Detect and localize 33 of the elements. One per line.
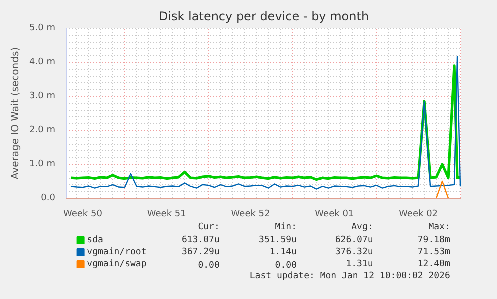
text: 351.59u (259, 236, 297, 246)
text: 626.07u (335, 236, 374, 246)
text: Max: (428, 222, 450, 232)
y-tick-label: 3.0 m (30, 92, 56, 102)
y-tick-label: 5.0 m (30, 24, 56, 34)
text: 0.00 (198, 261, 220, 271)
y-tick-label: 1.0 m (30, 160, 56, 170)
x-tick-label: Week 01 (315, 210, 354, 220)
x-tick-label: Week 52 (231, 210, 270, 220)
text: 71.53m (418, 248, 450, 258)
x-tick-label: Week 02 (399, 210, 438, 220)
text: 0.00 (275, 261, 297, 271)
text: 613.07u (182, 236, 220, 246)
text: Avg: (352, 222, 374, 232)
text: 367.29u (182, 248, 220, 258)
text: 376.32u (335, 248, 374, 258)
text: 12.40m (418, 260, 450, 270)
chart-title: Disk latency per device - by month (158, 10, 370, 24)
legend-label: sda (87, 236, 104, 246)
text: 79.18m (418, 236, 450, 246)
text: 1.31u (346, 260, 374, 270)
y-tick-label: 4.0 m (30, 58, 56, 68)
text: Cur: (198, 222, 220, 232)
legend-label: vgmain/root (87, 248, 147, 258)
y-tick-label: 0.0 (41, 194, 56, 204)
y-tick-label: 2.0 m (30, 126, 56, 136)
x-tick-label: Week 50 (63, 210, 103, 220)
x-tick-label: Week 51 (147, 210, 186, 220)
text: 1.14u (270, 248, 297, 258)
legend-label: vgmain/swap (87, 260, 147, 270)
text: Min: (275, 222, 297, 232)
y-axis-title: Average IO Wait (seconds) (10, 47, 22, 180)
text: Last update: Mon Jan 12 10:00:02 2026 (250, 272, 450, 282)
